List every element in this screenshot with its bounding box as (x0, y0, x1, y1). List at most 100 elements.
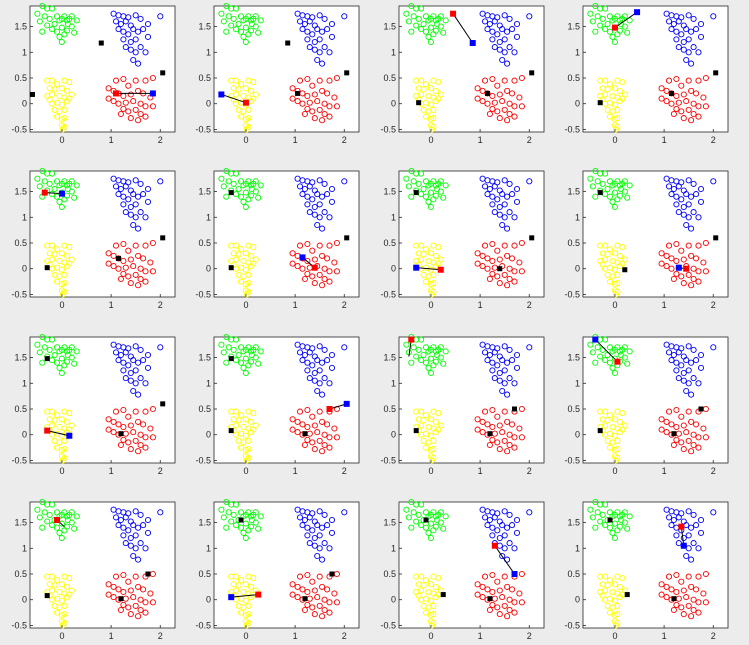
blue-square-marker (413, 264, 420, 271)
data-point (491, 514, 498, 521)
x-tick-label: 1 (293, 135, 298, 145)
data-point (115, 255, 122, 262)
data-point (242, 534, 249, 542)
data-point (491, 209, 498, 216)
y-tick-label: 1 (575, 47, 580, 57)
y-tick-label: 1.5 (198, 187, 211, 197)
data-point (252, 188, 259, 195)
data-point (506, 441, 513, 449)
data-point (688, 282, 695, 289)
data-point (611, 520, 618, 527)
y-tick-label: -0.5 (564, 455, 580, 465)
x-tick-label: 2 (342, 466, 347, 476)
data-point (132, 36, 139, 43)
data-point (413, 22, 420, 29)
data-point (418, 573, 425, 580)
data-point (220, 183, 227, 190)
data-point (509, 357, 516, 364)
data-point (328, 516, 336, 524)
data-point (685, 573, 692, 580)
data-point (516, 94, 523, 101)
data-point (316, 545, 323, 552)
data-point (135, 448, 142, 455)
data-point (319, 448, 326, 455)
data-point (245, 196, 252, 203)
data-point (220, 349, 227, 356)
data-point (602, 91, 609, 98)
x-tick-label: 0 (59, 466, 64, 476)
data-point (606, 609, 614, 616)
data-point (422, 113, 430, 120)
data-point (700, 590, 707, 597)
data-point (619, 79, 626, 86)
y-tick-label: -0.5 (380, 289, 396, 299)
data-point (316, 271, 323, 278)
data-point (592, 2, 599, 10)
data-point (316, 602, 323, 609)
data-point (341, 13, 348, 20)
data-point (51, 251, 58, 258)
data-point (49, 573, 56, 580)
data-point (53, 412, 61, 419)
data-point (494, 439, 501, 446)
data-point (306, 99, 313, 106)
data-point (609, 529, 616, 536)
data-point (132, 408, 139, 415)
subplot-12: 0 1 2-0.500.511.5 (564, 333, 729, 476)
data-point (34, 506, 41, 513)
data-point (518, 570, 525, 578)
data-point (56, 529, 63, 536)
data-point (685, 49, 692, 56)
data-point (46, 15, 53, 22)
y-tick-label: 0.5 (14, 404, 27, 414)
subplot-3: 0 1 2-0.500.511.5 (380, 2, 545, 145)
data-point (418, 91, 425, 98)
data-point (127, 377, 134, 384)
data-point (481, 183, 489, 190)
data-point (135, 117, 142, 124)
black-square-marker (713, 70, 719, 76)
data-point (341, 509, 348, 516)
data-point (233, 256, 240, 263)
data-point (418, 587, 425, 594)
data-point (695, 434, 702, 441)
data-point (695, 268, 702, 275)
data-point (494, 362, 501, 369)
data-point (319, 613, 326, 620)
data-point (440, 525, 447, 532)
data-point (474, 250, 481, 257)
data-point (242, 266, 249, 273)
data-point (68, 587, 75, 594)
data-point (693, 255, 700, 262)
data-point (53, 609, 61, 616)
data-point (137, 15, 144, 22)
data-point (616, 252, 623, 259)
data-point (333, 239, 340, 247)
data-point (506, 100, 513, 107)
data-point (518, 599, 525, 606)
data-point (157, 13, 164, 20)
data-point (592, 524, 599, 531)
y-tick-label: 1.5 (14, 22, 27, 32)
data-point (685, 271, 692, 278)
black-square-marker (329, 571, 335, 577)
data-point (428, 622, 435, 629)
data-point (235, 351, 242, 359)
data-point (137, 346, 144, 353)
data-point (316, 408, 323, 415)
data-point (516, 425, 523, 432)
data-point (611, 250, 618, 257)
data-point (501, 177, 508, 184)
subplot-5: 0 1 2-0.500.511.5 (11, 167, 176, 310)
data-point (418, 77, 425, 84)
data-point (324, 357, 331, 364)
data-point (494, 31, 501, 38)
data-point (427, 432, 434, 439)
data-point (609, 198, 616, 205)
data-point (140, 26, 147, 33)
data-point (326, 278, 333, 285)
data-point (225, 13, 232, 20)
data-point (304, 436, 311, 443)
data-point (112, 514, 120, 521)
